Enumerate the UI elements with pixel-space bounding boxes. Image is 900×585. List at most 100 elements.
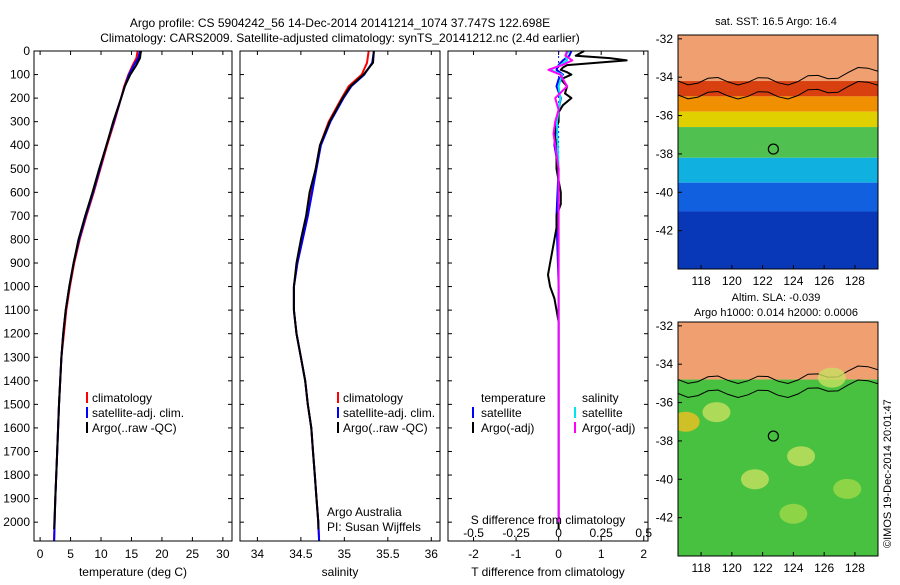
sla-map-subtitle: Argo h1000: 0.014 h2000: 0.0006 (694, 307, 858, 319)
x-top-tick-label: 0.25 (590, 526, 614, 540)
series-argo-raw-qc- (53, 50, 143, 530)
legend-label-climatology: climatology (343, 391, 403, 405)
legend-swatch-s-satellite (574, 407, 576, 418)
header-line-1: Argo profile: CS 5904242_56 14-Dec-2014 … (130, 16, 550, 30)
sla-anomaly-blob (787, 446, 816, 467)
legend-header-temperature: temperature (481, 391, 546, 405)
y-tick-label: 800 (10, 232, 30, 246)
map-x-tick-label: 128 (845, 561, 865, 575)
temperature-axes-frame (33, 50, 233, 542)
x-tick-label: 36 (425, 547, 439, 561)
y-tick-label: 600 (10, 185, 30, 199)
sla-anomaly-blob (779, 503, 808, 524)
y-tick-label: 1200 (3, 327, 30, 341)
legend-swatch-satellite (86, 407, 88, 418)
color-band (678, 182, 878, 212)
y-tick-label: 1600 (3, 421, 30, 435)
x-top-tick-label: 0.5 (635, 526, 652, 540)
map-y-tick-label: -38 (656, 147, 674, 161)
x-top-tick-label: -0.5 (463, 526, 484, 540)
sla-map-panel: Altim. SLA: -0.039 Argo h1000: 0.014 h20… (656, 292, 879, 575)
x-top-tick-label: -0.25 (502, 526, 530, 540)
legend-swatch-climatology (337, 392, 339, 403)
map-y-tick-label: -36 (656, 109, 674, 123)
map-y-tick-label: -38 (656, 434, 674, 448)
x-tick-label: 2 (640, 547, 647, 561)
sst-map-panel: sat. SST: 16.5 Argo: 16.4 118 120 122 124 12… (656, 16, 879, 288)
legend-swatch-t-argo (472, 422, 474, 433)
color-band (678, 127, 878, 158)
y-tick-label: 300 (10, 115, 30, 129)
legend-label-satellite: satellite-adj. clim. (343, 406, 435, 420)
map-content (678, 322, 878, 556)
map-x-tick-label: 120 (722, 561, 742, 575)
x-tick-label: 0 (37, 547, 44, 561)
map-y-tick-label: -42 (656, 224, 674, 238)
salinity-plot-area: 34 34.5 35 35.5 36 (240, 50, 440, 561)
map-x-tick-label: 126 (814, 561, 834, 575)
depth-contour (678, 80, 878, 100)
x-tick-label: 10 (94, 547, 108, 561)
temperature-plot-area: 0100200300400500600700800900100011001200… (3, 44, 232, 561)
series-climatology (292, 50, 370, 542)
color-band (678, 111, 878, 128)
y-tick-label: 500 (10, 162, 30, 176)
sla-anomaly-blob (740, 469, 769, 490)
y-tick-label: 400 (10, 138, 30, 152)
legend-swatch-t-satellite (472, 407, 474, 418)
x-tick-label: 20 (155, 547, 169, 561)
map-x-tick-label: 120 (722, 274, 742, 288)
difference-plot-area: -2 -1 0 1 2 -0.5 -0.25 0 0.25 0.5 (448, 50, 652, 561)
x-tick-label: 5 (67, 547, 74, 561)
map-x-tick-label: 118 (692, 274, 711, 288)
series-s-argo-adj- (547, 50, 574, 523)
x-tick-label: 34.5 (289, 547, 313, 561)
land-region (678, 322, 878, 380)
coastline (678, 66, 878, 86)
sla-map-area: 118 120 122 124 126 128 -32 -34 -36 -38 -40 -42 (656, 319, 878, 575)
x-tick-label: 25 (186, 547, 200, 561)
legend-label-s-satellite: satellite (582, 406, 623, 420)
sla-anomaly-blob (817, 367, 846, 388)
y-tick-label: 700 (10, 209, 30, 223)
sla-anomaly-blob (678, 411, 700, 432)
y-tick-label: 1700 (3, 444, 30, 458)
series-argo-raw-qc- (292, 50, 375, 530)
y-tick-label: 1500 (3, 397, 30, 411)
salinity-panel: 34 34.5 35 35.5 36 salinity climatology sate… (239, 50, 441, 579)
salinity-axes-frame (239, 50, 441, 542)
map-content (678, 35, 878, 269)
y-tick-label: 1100 (4, 303, 30, 317)
map-x-tick-label: 122 (753, 274, 773, 288)
salinity-xlabel: salinity (322, 565, 359, 579)
difference-xlabel-top: S difference from climatology (471, 513, 626, 527)
float-position-marker (767, 143, 779, 155)
x-tick-label: 1 (598, 547, 605, 561)
float-position-marker (767, 430, 779, 442)
color-band (678, 81, 878, 97)
y-tick-label: 1900 (3, 492, 30, 506)
map-x-tick-label: 126 (814, 274, 834, 288)
series-climatology (53, 50, 139, 542)
salinity-annotation-1: Argo Australia (327, 505, 402, 519)
series-t-argo-adj- (547, 50, 628, 530)
watermark: ©IMOS 19-Dec-2014 20:01:47 (882, 399, 894, 548)
land-region (678, 35, 878, 82)
sst-map-area: 118 120 122 124 126 128 -32 -34 -36 -38 -40 -42 (656, 32, 878, 288)
map-y-tick-label: -32 (656, 319, 674, 333)
map-y-tick-label: -40 (656, 472, 674, 486)
difference-axes-frame (447, 50, 649, 542)
legend-label-argo: Argo(..raw -QC) (343, 421, 428, 435)
map-y-tick-label: -32 (656, 32, 674, 46)
y-tick-label: 1400 (3, 374, 30, 388)
map-x-tick-label: 124 (783, 561, 803, 575)
legend-swatch-satellite (337, 407, 339, 418)
difference-panel: -2 -1 0 1 2 -0.5 -0.25 0 0.25 0.5 S difference fr… (447, 50, 652, 579)
color-band (678, 211, 878, 269)
y-tick-label: 100 (10, 68, 30, 82)
map-y-tick-label: -36 (656, 396, 674, 410)
sla-map-title: Altim. SLA: -0.039 (732, 292, 821, 304)
sla-anomaly-blob (702, 402, 731, 423)
y-tick-label: 2000 (3, 515, 30, 529)
color-band (678, 157, 878, 183)
